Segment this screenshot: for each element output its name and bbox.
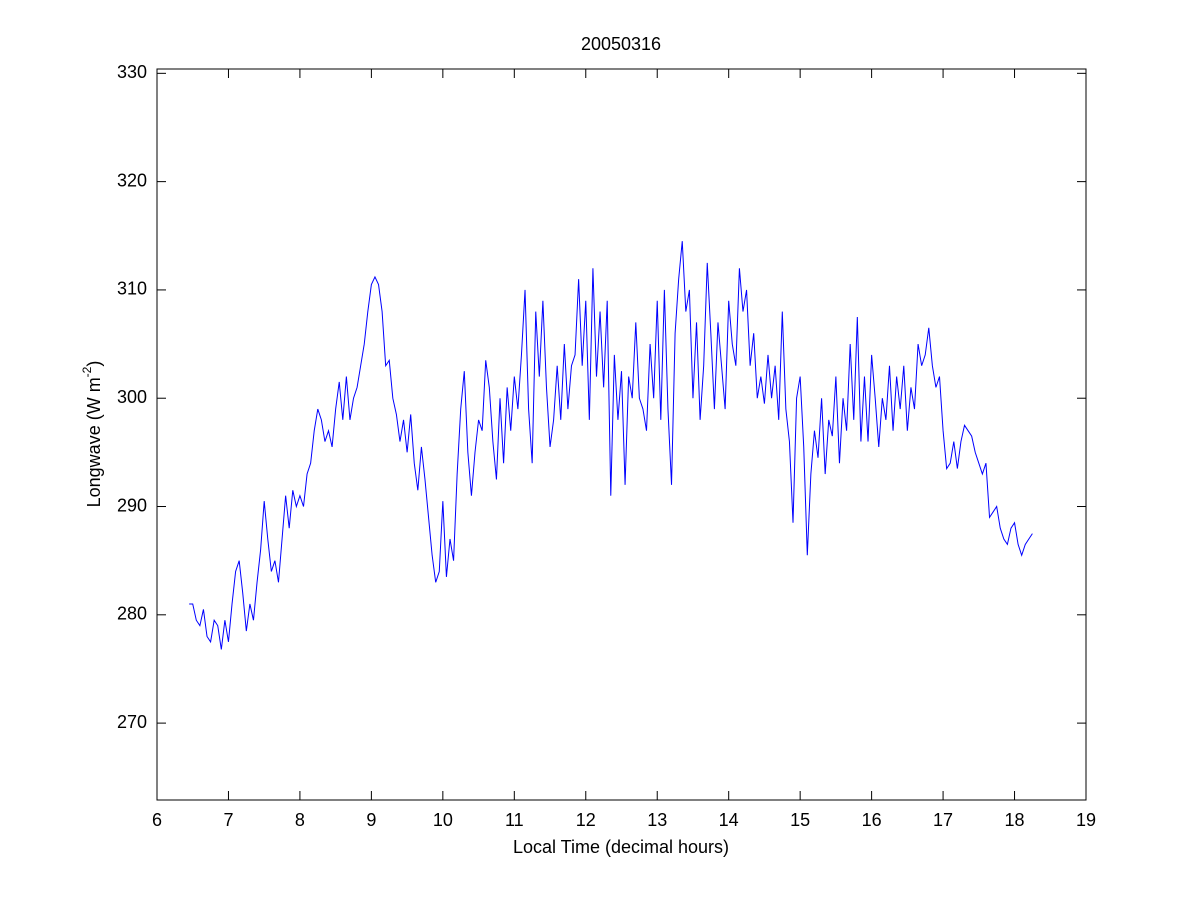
y-tick-label: 310: [117, 279, 147, 299]
chart-title: 20050316: [581, 34, 661, 54]
x-tick-label: 9: [366, 810, 376, 830]
x-tick-label: 12: [576, 810, 596, 830]
x-tick-label: 7: [223, 810, 233, 830]
y-axis-label-end: ): [84, 361, 104, 367]
x-axis-label: Local Time (decimal hours): [513, 837, 729, 857]
x-tick-label: 14: [719, 810, 739, 830]
y-axis-label-text: Longwave (W m: [84, 377, 104, 507]
data-line: [189, 241, 1033, 650]
x-tick-label: 18: [1005, 810, 1025, 830]
y-tick-label: 320: [117, 170, 147, 190]
x-tick-label: 19: [1076, 810, 1096, 830]
x-tick-label: 8: [295, 810, 305, 830]
y-tick-label: 290: [117, 495, 147, 515]
y-tick-label: 270: [117, 712, 147, 732]
y-tick-label: 330: [117, 62, 147, 82]
y-axis-label: Longwave (W m-2): [80, 361, 104, 508]
x-tick-label: 15: [790, 810, 810, 830]
x-tick-label: 13: [647, 810, 667, 830]
y-axis-label-exponent: -2: [80, 366, 94, 377]
x-tick-label: 17: [933, 810, 953, 830]
x-tick-label: 11: [505, 810, 524, 830]
x-tick-label: 10: [433, 810, 453, 830]
y-tick-label: 280: [117, 604, 147, 624]
plot-area: [156, 68, 1087, 801]
y-tick-label: 300: [117, 387, 147, 407]
x-tick-label: 16: [862, 810, 882, 830]
x-tick-label: 6: [152, 810, 162, 830]
